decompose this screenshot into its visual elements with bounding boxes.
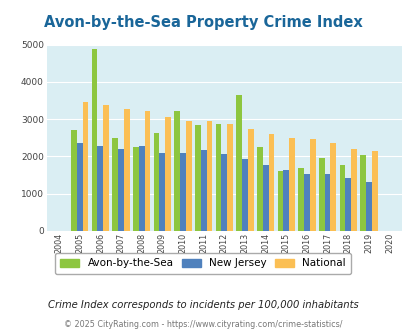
- Bar: [83, 102, 88, 231]
- Text: Crime Index corresponds to incidents per 100,000 inhabitants: Crime Index corresponds to incidents per…: [47, 300, 358, 310]
- Bar: [345, 178, 350, 231]
- Bar: [288, 138, 294, 231]
- Bar: [118, 148, 124, 231]
- Bar: [124, 109, 130, 231]
- Bar: [277, 171, 283, 231]
- Bar: [71, 130, 77, 231]
- Bar: [144, 111, 150, 231]
- Legend: Avon-by-the-Sea, New Jersey, National: Avon-by-the-Sea, New Jersey, National: [55, 253, 350, 274]
- Bar: [298, 168, 303, 231]
- Bar: [180, 153, 185, 231]
- Bar: [215, 124, 221, 231]
- Bar: [283, 170, 288, 231]
- Bar: [133, 147, 139, 231]
- Bar: [165, 117, 171, 231]
- Bar: [97, 146, 103, 231]
- Bar: [247, 129, 253, 231]
- Bar: [92, 50, 97, 231]
- Bar: [236, 95, 241, 231]
- Bar: [194, 125, 200, 231]
- Bar: [227, 124, 232, 231]
- Bar: [365, 182, 371, 231]
- Bar: [206, 121, 212, 231]
- Bar: [153, 133, 159, 231]
- Bar: [359, 154, 365, 231]
- Bar: [77, 143, 83, 231]
- Bar: [221, 154, 227, 231]
- Bar: [256, 147, 262, 231]
- Bar: [103, 105, 109, 231]
- Text: © 2025 CityRating.com - https://www.cityrating.com/crime-statistics/: © 2025 CityRating.com - https://www.city…: [64, 319, 341, 329]
- Bar: [324, 174, 330, 231]
- Bar: [200, 150, 206, 231]
- Bar: [262, 165, 268, 231]
- Bar: [174, 111, 180, 231]
- Bar: [185, 121, 191, 231]
- Bar: [330, 143, 335, 231]
- Bar: [318, 158, 324, 231]
- Bar: [268, 134, 274, 231]
- Bar: [350, 149, 356, 231]
- Bar: [241, 159, 247, 231]
- Bar: [303, 174, 309, 231]
- Bar: [339, 165, 345, 231]
- Bar: [371, 151, 377, 231]
- Bar: [159, 153, 165, 231]
- Text: Avon-by-the-Sea Property Crime Index: Avon-by-the-Sea Property Crime Index: [43, 15, 362, 30]
- Bar: [139, 146, 144, 231]
- Bar: [309, 139, 315, 231]
- Bar: [112, 138, 118, 231]
